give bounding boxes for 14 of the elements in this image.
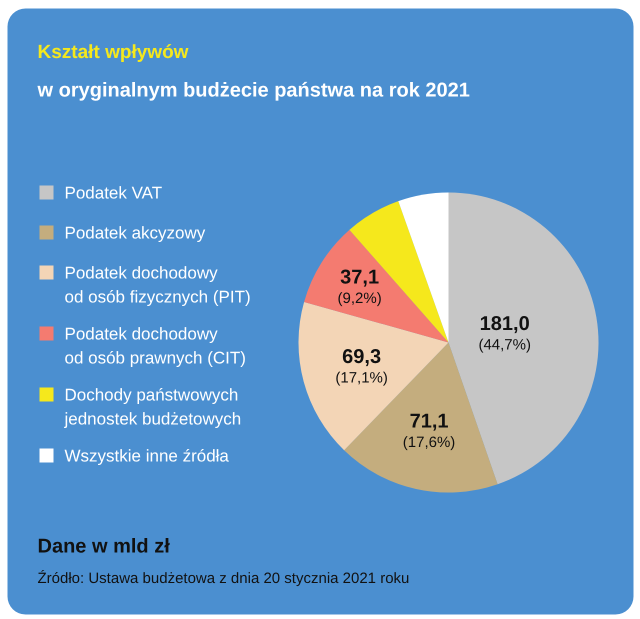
text: Dane w mld zł <box>38 536 170 558</box>
legend-label: Wszystkie inne źródła <box>64 446 230 466</box>
legend-label: Podatek akcyzowy <box>64 224 206 242</box>
legend-label: Dochody państwowych jednostek budżetowych <box>64 386 242 428</box>
chart-subtitle: w oryginalnym budżecie państwa na rok 2021 <box>36 80 470 102</box>
text: Źródło: Ustawa budżetowa z dnia 20 stycznia 2021 roku <box>38 569 410 587</box>
chart-title: Kształt wpływów <box>38 42 189 63</box>
legend-label: Podatek VAT <box>64 184 162 202</box>
legend-label: Podatek dochodowy od osób fizycznych (PIT) <box>64 264 251 306</box>
data-label: 37,1 (9,2%) <box>338 266 382 308</box>
data-label: 69,3 (17,1%) <box>335 346 388 386</box>
data-label: 71,1 (17,6%) <box>402 410 456 451</box>
legend-label: Podatek dochodowy od osób prawnych (CIT) <box>64 324 246 368</box>
data-label: 181,0 (44,7%) <box>478 313 531 354</box>
